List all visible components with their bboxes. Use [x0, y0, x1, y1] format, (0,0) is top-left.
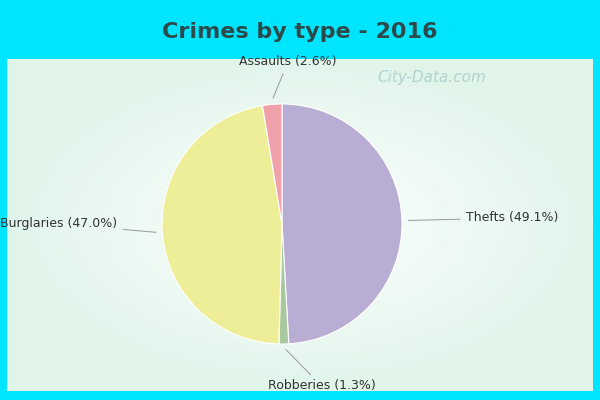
Text: Crimes by type - 2016: Crimes by type - 2016 [162, 22, 438, 42]
Text: City-Data.com: City-Data.com [377, 70, 486, 85]
Wedge shape [282, 104, 402, 344]
Text: Robberies (1.3%): Robberies (1.3%) [268, 350, 376, 392]
Text: Burglaries (47.0%): Burglaries (47.0%) [1, 218, 156, 232]
Text: Assaults (2.6%): Assaults (2.6%) [239, 56, 337, 98]
Wedge shape [279, 224, 289, 344]
Wedge shape [162, 106, 282, 344]
Text: Thefts (49.1%): Thefts (49.1%) [409, 212, 558, 224]
Wedge shape [262, 104, 282, 224]
